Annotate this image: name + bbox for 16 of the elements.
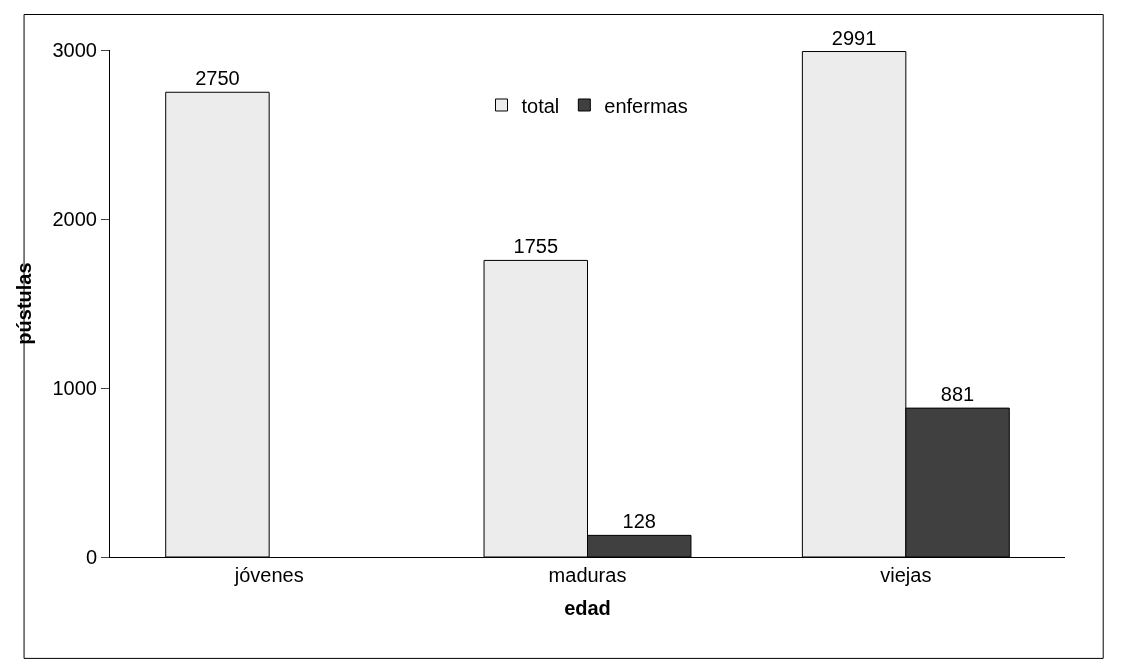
y-tick-label: 3000 xyxy=(52,39,97,61)
y-axis-title: pústulas xyxy=(13,262,35,345)
data-label: 1755 xyxy=(513,235,559,258)
y-tick-label: 2000 xyxy=(52,208,97,230)
data-label: 2991 xyxy=(831,26,877,49)
data-label: 128 xyxy=(622,510,656,533)
x-tick-label: viejas xyxy=(880,564,932,586)
data-label: 881 xyxy=(940,383,975,406)
y-tick-label: 0 xyxy=(85,546,97,568)
legend-label: enfermas xyxy=(604,94,688,117)
data-label: 2750 xyxy=(195,67,240,90)
x-tick-label: jóvenes xyxy=(233,564,304,586)
x-tick-label: maduras xyxy=(548,564,627,586)
legend-label: total xyxy=(521,94,560,117)
x-axis-title: edad xyxy=(564,596,611,619)
y-tick-label: 1000 xyxy=(52,377,97,399)
